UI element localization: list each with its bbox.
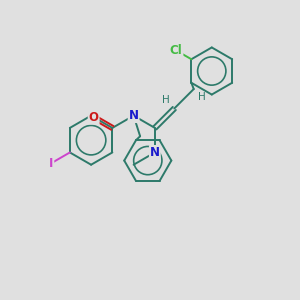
- Text: Cl: Cl: [170, 44, 182, 57]
- Text: N: N: [129, 109, 139, 122]
- Text: H: H: [198, 92, 206, 102]
- Text: O: O: [89, 111, 99, 124]
- Text: N: N: [150, 146, 160, 159]
- Text: H: H: [162, 95, 170, 105]
- Text: I: I: [49, 157, 53, 170]
